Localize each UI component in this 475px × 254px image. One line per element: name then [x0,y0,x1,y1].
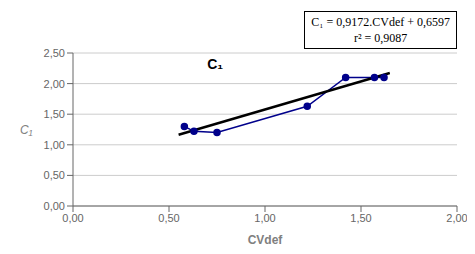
svg-text:0,50: 0,50 [158,212,179,224]
svg-text:1,00: 1,00 [254,212,275,224]
html-text:r² = 0,9087: r² = 0,9087 [354,31,408,45]
svg-text:1,50: 1,50 [350,212,371,224]
svg-text:CVdef: CVdef [248,233,284,246]
svg-text:1,00: 1,00 [44,139,65,151]
svg-text:2,50: 2,50 [44,47,65,59]
svg-text:2,00: 2,00 [44,78,65,90]
svg-text:2,00: 2,00 [446,212,467,224]
svg-text:1,50: 1,50 [44,108,65,120]
html-text:C₁: C₁ [207,56,223,72]
html-text:C₁ = 0,9172.CVdef + 0,6597: C₁ = 0,9172.CVdef + 0,6597 [311,15,450,29]
svg-text:C₁: C₁ [20,123,33,137]
svg-text:0,00: 0,00 [62,212,83,224]
svg-text:0,50: 0,50 [44,169,65,181]
svg-text:0,00: 0,00 [44,200,65,212]
